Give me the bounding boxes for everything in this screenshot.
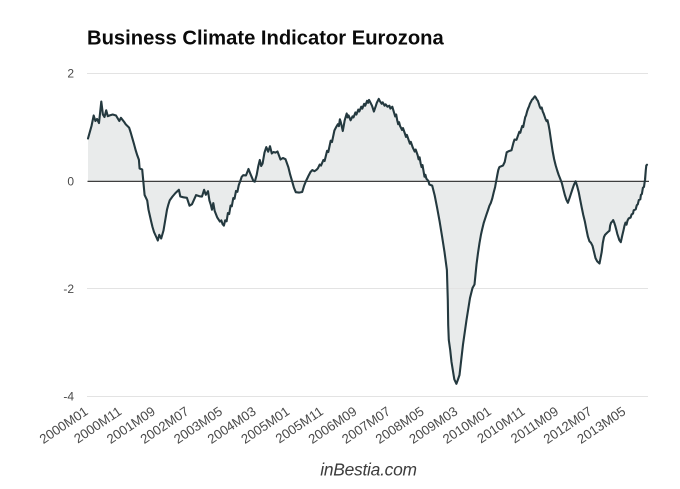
svg-text:0: 0 [67, 174, 74, 188]
svg-text:inBestia.com: inBestia.com [320, 459, 417, 479]
svg-text:-4: -4 [63, 389, 74, 403]
svg-text:Business Climate Indicator Eur: Business Climate Indicator Eurozona [87, 28, 444, 50]
svg-text:-2: -2 [63, 282, 74, 296]
svg-text:2: 2 [67, 66, 74, 80]
